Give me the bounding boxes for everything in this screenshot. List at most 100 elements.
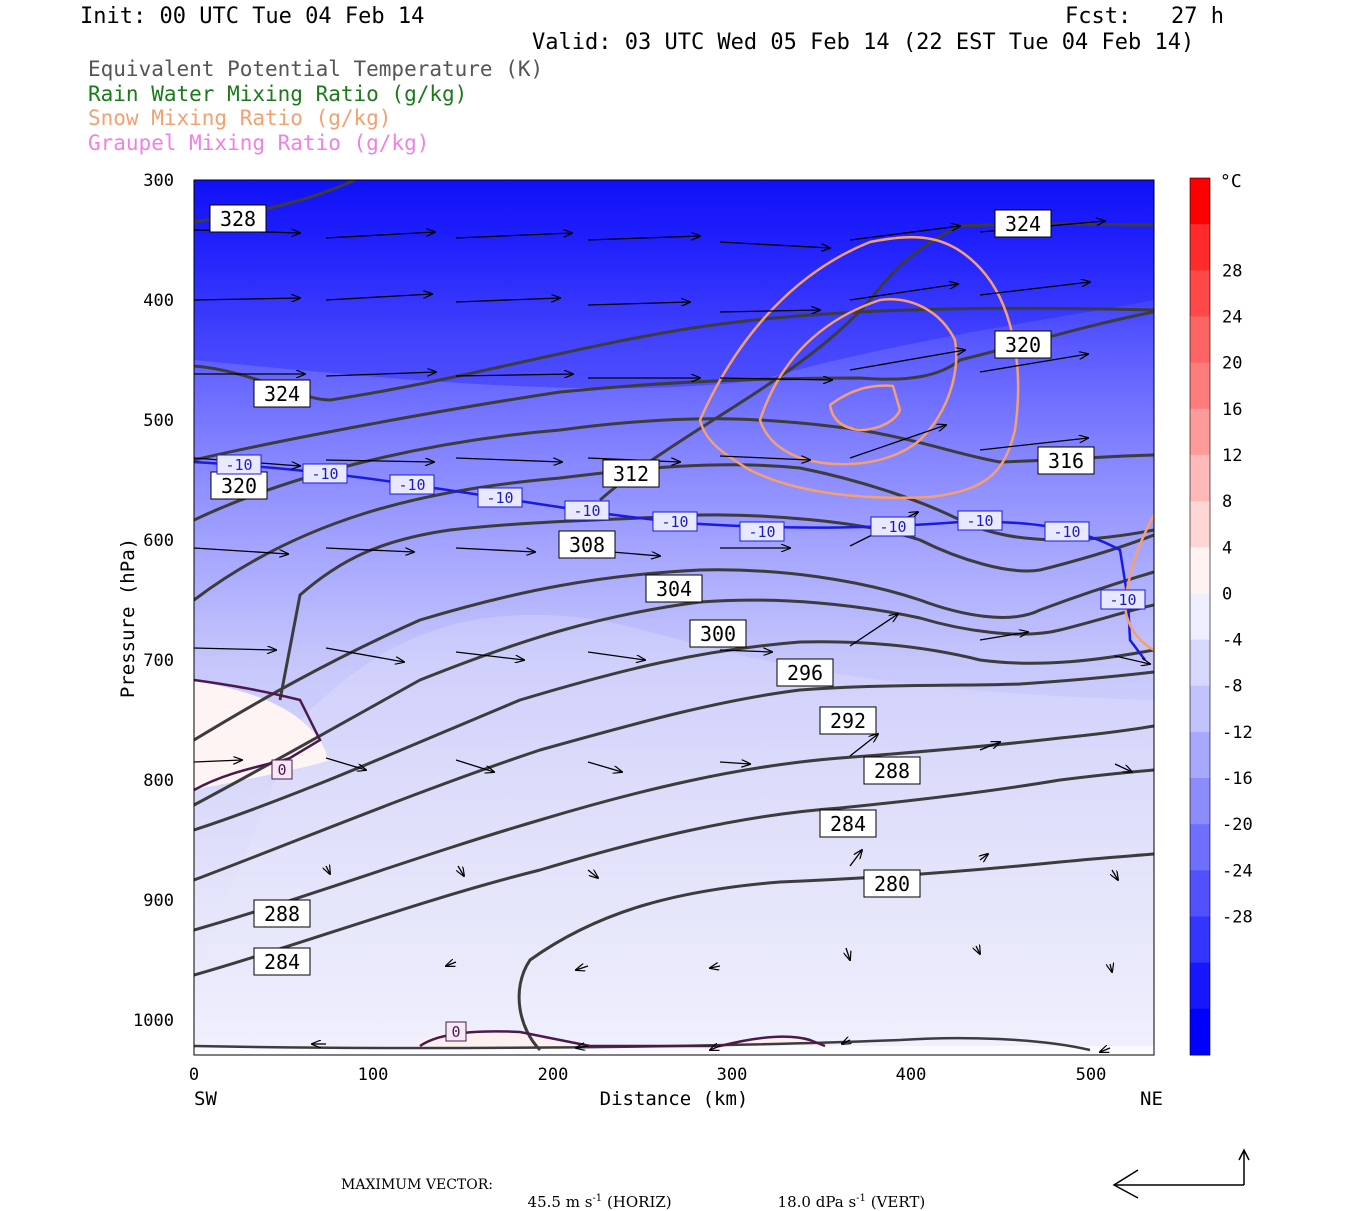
theta-e-label: 292 [819,706,877,735]
wind-vector [849,734,878,757]
colorbar-swatch [1190,870,1210,918]
legend-graupel: Graupel Mixing Ratio (g/kg) [88,131,430,155]
isotherm-label: -10 [216,454,262,475]
theta-e-label: 320 [994,330,1052,359]
colorbar-swatch [1190,316,1210,364]
colorbar-tick-label: 8 [1222,492,1232,512]
x-tick-label: 500 [1076,1065,1107,1085]
wind-vector [1114,655,1150,664]
isotherm-label: -10 [477,487,523,508]
x-axis-label: Distance (km) [600,1088,749,1110]
wind-vector [455,298,560,303]
y-tick-label: 700 [143,651,174,671]
wind-vector [849,226,960,241]
svg-text:-10: -10 [748,523,775,541]
wind-vector [710,1046,721,1050]
wind-vector [194,760,242,762]
theta-e-label: 288 [253,899,311,928]
surface-strip [194,1046,1154,1055]
reference-vector [1112,1148,1250,1199]
theta-e-label: 320 [210,471,268,500]
wind-vector [325,757,366,770]
isotherm-label: 0 [445,1021,467,1042]
wind-vector [325,232,435,239]
isotherm-label: -10 [870,516,916,537]
svg-text:0: 0 [451,1023,460,1041]
isotherm-label: -10 [957,510,1003,531]
horizontal-arrowhead [1112,1169,1139,1199]
svg-text:292: 292 [830,709,866,733]
colorbar-tick-label: 12 [1222,446,1242,466]
theta-e-surface [194,1036,1091,1052]
legend-theta-e: Equivalent Potential Temperature (K) [88,57,544,81]
svg-text:-10: -10 [486,489,513,507]
colorbar-swatch [1190,362,1210,410]
colorbar [1189,177,1211,1056]
y-tick-label: 1000 [133,1011,174,1031]
theta-e-label: 288 [863,756,921,785]
colorbar-swatch [1190,824,1210,871]
colorbar-tick-label: 20 [1222,354,1242,374]
legend-snow: Snow Mixing Ratio (g/kg) [88,106,392,130]
y-axis-label: Pressure (hPa) [117,538,139,698]
wind-vector [194,298,300,300]
x-right-direction: NE [1140,1088,1163,1110]
colorbar-swatch [1190,454,1210,502]
svg-text:300: 300 [700,622,736,646]
wind-vector [576,1046,589,1048]
wind-vector [719,310,820,312]
wind-vector [719,762,750,764]
isotherm-label: 0 [271,759,293,780]
colorbar-swatch [1190,916,1210,964]
colorbar-tick-label: 0 [1222,584,1232,604]
vertical-unit: (VERT) [870,1193,926,1211]
svg-text:-10: -10 [966,512,993,530]
forecast-hour: Fcst: 27 h [1065,4,1224,29]
wind-vector [846,947,850,960]
max-vector-vertical: 18.0 dPa s-1 (VERT) [768,1175,926,1211]
isotherm-label: -10 [389,474,435,495]
svg-text:-10: -10 [398,476,425,494]
colorbar-frame [1189,177,1211,1056]
wind-vector [1100,1048,1111,1052]
x-tick-label: 100 [358,1065,389,1085]
theta-e-296 [194,640,1154,832]
x-tick-label: 300 [717,1065,748,1085]
x-tick-label: 0 [189,1065,199,1085]
wind-vector [458,865,464,876]
wind-vector [849,425,946,459]
wind-vector [979,632,1028,641]
wind-vector [325,647,404,662]
wind-vector [455,233,572,239]
wind-vector [455,457,562,462]
svg-text:316: 316 [1048,449,1084,473]
wind-vector [849,614,898,647]
horizontal-unit: (HORIZ) [606,1193,672,1211]
plot-frame [193,179,1155,1056]
theta-e-label: 296 [776,658,834,687]
isotherm-label: -10 [564,500,610,521]
wind-vector [576,966,589,970]
valid-time: Valid: 03 UTC Wed 05 Feb 14 (22 EST Tue … [532,30,1195,55]
theta-e-label: 312 [602,459,660,488]
svg-text:284: 284 [264,950,300,974]
colorbar-swatch [1190,547,1210,594]
wind-vector [719,378,832,380]
theta-e-label: 308 [558,530,616,559]
svg-text:-10: -10 [879,518,906,536]
wind-vector [446,962,457,966]
wind-vector [710,966,721,968]
vertical-exponent: -1 [856,1193,866,1204]
y-tick-label: 500 [143,411,174,431]
isotherm-label: -10 [1100,589,1146,610]
svg-text:320: 320 [221,474,257,498]
wind-vector [455,651,524,660]
wind-vector [719,241,830,248]
colorbar-tick-label: -12 [1222,723,1253,743]
max-vector-label: MAXIMUM VECTOR: [341,1177,493,1193]
colorbar-tick-label: -24 [1222,861,1253,881]
horizontal-exponent: -1 [592,1193,603,1204]
x-axis: 0 100 200 300 400 500 SW NE Distance (km… [189,1065,1163,1110]
warm-region-left [194,680,330,790]
horizontal-value: 45.5 m s [527,1193,593,1211]
